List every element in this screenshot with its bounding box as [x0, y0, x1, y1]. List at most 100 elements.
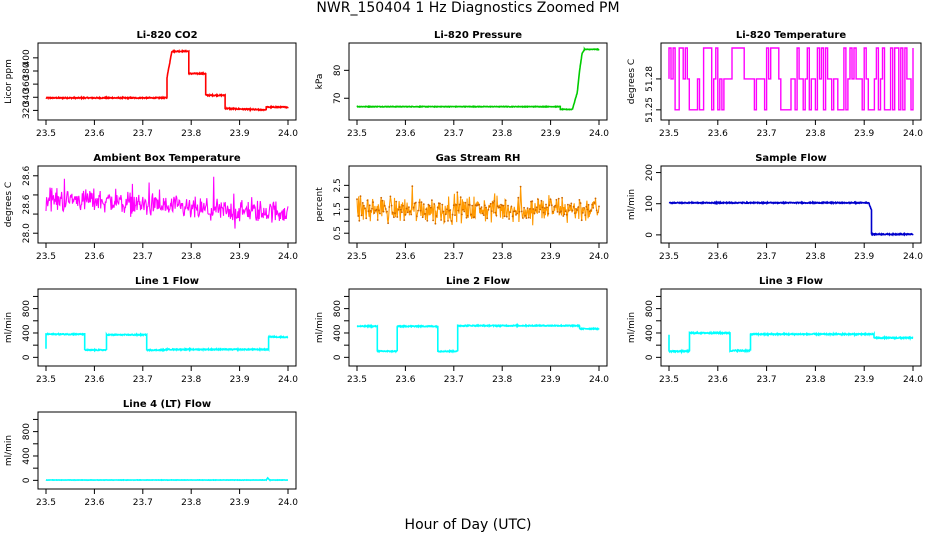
data-point	[519, 185, 522, 188]
data-point	[408, 206, 410, 209]
x-tick-label: 23.7	[133, 498, 153, 508]
data-point	[494, 211, 497, 214]
panel-title: Line 1 Flow	[135, 276, 199, 287]
data-point	[447, 220, 449, 222]
x-tick-label: 24.0	[903, 375, 923, 385]
y-tick-label: 800	[22, 423, 32, 440]
series-line	[45, 176, 289, 229]
data-point	[389, 195, 392, 198]
data-point	[503, 215, 506, 218]
data-point	[428, 204, 431, 207]
plot-frame	[660, 42, 922, 121]
x-tick-label: 23.7	[757, 375, 777, 385]
data-point	[386, 210, 388, 213]
data-point	[591, 203, 593, 206]
data-point	[454, 214, 456, 217]
data-point	[373, 212, 376, 214]
y-tick-label: 28.0	[22, 223, 32, 243]
data-point	[570, 202, 573, 205]
series-line	[668, 200, 914, 237]
data-point	[552, 210, 554, 213]
data-point	[525, 217, 528, 220]
panel-line-1-flow: Line 1 Flow 23.5 23.6 23.7 23.8 23.9 24.0 0 400 8…	[4, 276, 298, 385]
data-point	[419, 209, 422, 212]
data-point	[508, 218, 510, 220]
data-point	[356, 198, 358, 201]
x-tick-label: 23.5	[36, 375, 56, 385]
y-tick-label: 0	[333, 354, 343, 360]
data-point	[531, 200, 534, 203]
x-tick-label: 23.8	[805, 129, 825, 139]
x-tick-label: 23.5	[659, 375, 679, 385]
data-point	[371, 207, 373, 210]
y-tick-label: 70	[333, 92, 343, 104]
data-point	[433, 203, 436, 205]
y-tick-label: 28.6	[22, 165, 32, 185]
data-point	[590, 209, 592, 212]
data-point	[554, 204, 557, 207]
x-tick-label: 23.5	[659, 252, 679, 262]
data-point	[563, 213, 566, 216]
data-point	[442, 210, 445, 213]
series-group	[45, 331, 289, 353]
y-tick-label: 800	[333, 300, 343, 317]
data-point	[450, 220, 453, 222]
data-point	[429, 206, 432, 209]
data-point	[571, 209, 574, 212]
data-point	[486, 217, 489, 220]
data-point	[427, 203, 430, 206]
data-point	[391, 211, 394, 214]
series-group	[668, 200, 914, 237]
data-point	[390, 204, 393, 207]
plot-frame	[37, 411, 297, 490]
data-point	[578, 199, 581, 201]
data-point	[548, 204, 551, 207]
data-point	[502, 204, 505, 207]
panel-title: Line 4 (LT) Flow	[123, 399, 211, 410]
data-point	[562, 215, 565, 217]
y-axis-label: ml/min	[627, 189, 637, 220]
series-group	[45, 48, 289, 113]
x-tick-label: 23.6	[708, 375, 728, 385]
x-tick-label: 23.9	[854, 129, 874, 139]
x-tick-label: 23.7	[133, 129, 153, 139]
y-axis-label: degrees C	[4, 182, 14, 227]
panel-gas-stream-rh: Gas Stream RH 23.5 23.6 23.7 23.8 23.9 24.0 0.5…	[315, 153, 609, 262]
panel-title: Line 3 Flow	[759, 276, 823, 287]
panel-li-820-temperature: Li-820 Temperature 23.5 23.6 23.7 23.8 23.9 24…	[627, 30, 923, 139]
data-point	[569, 204, 572, 207]
data-point	[561, 196, 563, 199]
data-point	[549, 198, 552, 201]
series-group	[668, 329, 914, 355]
y-axis-label: ml/min	[315, 312, 325, 343]
data-point	[421, 216, 424, 219]
data-point	[535, 206, 538, 209]
x-tick-label: 23.6	[84, 375, 104, 385]
data-point	[543, 207, 546, 209]
data-point	[523, 206, 525, 209]
data-point	[510, 205, 513, 208]
data-point	[532, 208, 535, 210]
y-tick-label: 400	[22, 447, 32, 464]
data-point	[457, 209, 460, 212]
plot-frame	[660, 165, 922, 244]
data-point	[493, 200, 495, 202]
data-point	[540, 199, 543, 202]
x-tick-label: 23.7	[757, 252, 777, 262]
data-point	[412, 206, 415, 209]
panel-title: Li-820 CO2	[136, 30, 197, 41]
x-tick-label: 23.8	[805, 252, 825, 262]
series-line	[356, 322, 600, 354]
data-point	[360, 214, 363, 217]
series-group	[668, 47, 914, 111]
x-tick-label: 23.5	[659, 129, 679, 139]
y-tick-label: 28.6	[22, 194, 32, 214]
data-point	[444, 213, 447, 216]
data-point	[458, 203, 461, 206]
x-tick-label: 23.9	[541, 375, 561, 385]
data-point	[490, 210, 493, 213]
x-tick-label: 23.9	[230, 375, 250, 385]
data-point	[594, 197, 597, 200]
data-point	[383, 204, 386, 207]
